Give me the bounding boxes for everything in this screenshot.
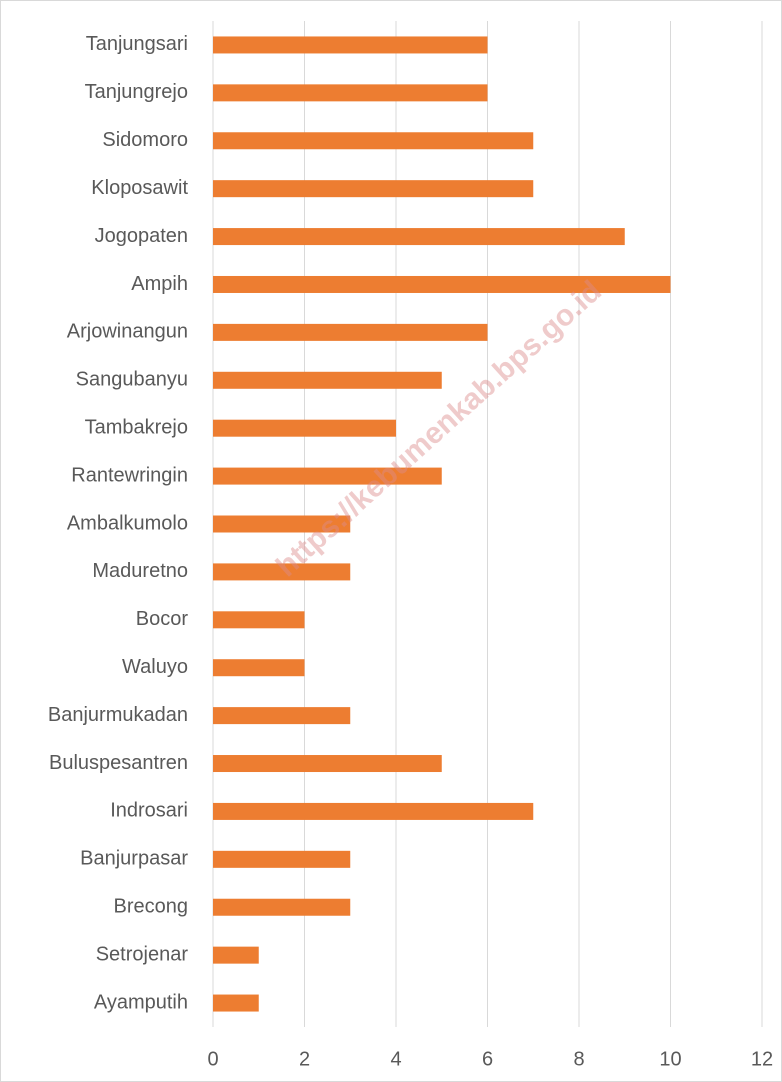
y-tick-label: Ayamputih [94, 991, 188, 1013]
bar [213, 898, 351, 916]
bar [213, 419, 396, 437]
x-tick-label: 12 [751, 1048, 773, 1070]
bar [213, 563, 351, 581]
y-tick-label: Brecong [114, 896, 189, 918]
y-tick-label: Tambakrejo [85, 416, 188, 438]
bar [213, 467, 442, 485]
y-tick-label: Jogopaten [95, 225, 188, 247]
y-tick-label: Sidomoro [102, 129, 188, 151]
y-tick-label: Buluspesantren [49, 752, 188, 774]
bar [213, 611, 305, 629]
y-tick-label: Arjowinangun [67, 321, 188, 343]
y-tick-label: Tanjungsari [86, 33, 188, 55]
bar [213, 994, 259, 1012]
y-tick-label: Banjurpasar [80, 848, 188, 870]
bar [213, 659, 305, 677]
y-tick-label: Setrojenar [96, 943, 189, 965]
y-tick-label: Sangubanyu [76, 369, 188, 391]
y-tick-label: Maduretno [92, 560, 188, 582]
y-tick-label: Ambalkumolo [67, 512, 188, 534]
bar [213, 850, 351, 868]
y-tick-label: Tanjungrejo [85, 81, 188, 103]
x-tick-label: 0 [207, 1048, 218, 1070]
x-tick-label: 6 [482, 1048, 493, 1070]
bar [213, 323, 488, 341]
bar [213, 228, 625, 246]
y-tick-label: Indrosari [110, 800, 188, 822]
y-tick-label: Bocor [136, 608, 189, 630]
bar [213, 802, 534, 820]
bar [213, 180, 534, 198]
y-tick-label: Kloposawit [91, 177, 188, 199]
bar [213, 946, 259, 964]
bar [213, 515, 351, 533]
bar [213, 755, 442, 773]
bar [213, 275, 671, 293]
bar [213, 132, 534, 150]
x-tick-label: 4 [390, 1048, 401, 1070]
bar [213, 707, 351, 725]
bar [213, 36, 488, 54]
y-tick-label: Rantewringin [71, 464, 188, 486]
x-tick-label: 2 [299, 1048, 310, 1070]
y-tick-label: Banjurmukadan [48, 704, 188, 726]
bar [213, 371, 442, 389]
x-tick-label: 8 [573, 1048, 584, 1070]
bar [213, 84, 488, 102]
y-tick-label: Waluyo [122, 656, 188, 678]
x-tick-label: 10 [659, 1048, 681, 1070]
y-tick-label: Ampih [131, 273, 188, 295]
